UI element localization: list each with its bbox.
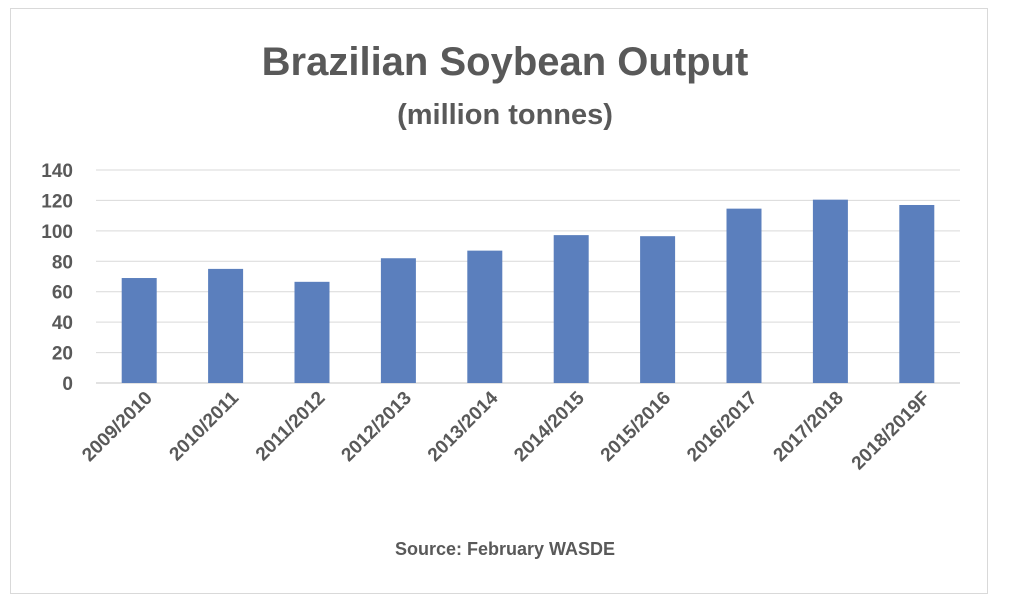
x-tick-label: 2016/2017: [683, 388, 761, 466]
x-tick-label: 2018/2019F: [848, 388, 935, 475]
y-tick-label: 120: [41, 191, 73, 212]
x-tick-label: 2015/2016: [597, 388, 675, 466]
x-tick-label: 2011/2012: [252, 388, 330, 466]
chart-title: Brazilian Soybean Output: [261, 40, 749, 84]
y-tick-label: 40: [52, 313, 73, 334]
x-tick-label: 2010/2011: [166, 387, 244, 465]
bar-2011-2012: [294, 281, 330, 383]
x-tick-label: 2009/2010: [78, 388, 156, 466]
y-tick-label: 80: [52, 252, 73, 273]
x-tick-label: 2013/2014: [424, 387, 503, 466]
bar-2014-2015: [553, 235, 589, 383]
x-tick-label: 2014/2015: [510, 387, 589, 466]
x-tick-label: 2012/2013: [338, 388, 416, 466]
y-tick-label: 100: [41, 222, 73, 243]
x-axis-ticks: 2009/2010 2010/2011 2011/2012 2012/2013 2013…: [78, 387, 934, 474]
chart-subtitle: (million tonnes): [397, 99, 613, 131]
bar-2017-2018: [812, 199, 848, 383]
bar-2009-2010: [121, 278, 157, 383]
y-axis-ticks: 0 20 40 60 80 100 120 140: [41, 161, 73, 395]
bar-2013-2014: [467, 250, 503, 383]
y-tick-label: 60: [52, 283, 73, 304]
bar-2012-2013: [380, 258, 416, 383]
bar-2018-2019F: [899, 204, 935, 383]
y-tick-label: 140: [41, 161, 73, 182]
y-tick-label: 0: [62, 374, 73, 395]
source-note: Source: February WASDE: [394, 539, 616, 559]
bars: [121, 199, 935, 383]
bar-2016-2017: [726, 208, 762, 383]
bar-2015-2016: [640, 236, 676, 383]
bar-2010-2011: [208, 268, 244, 383]
x-tick-label: 2017/2018: [770, 388, 848, 466]
y-tick-label: 20: [52, 344, 73, 365]
